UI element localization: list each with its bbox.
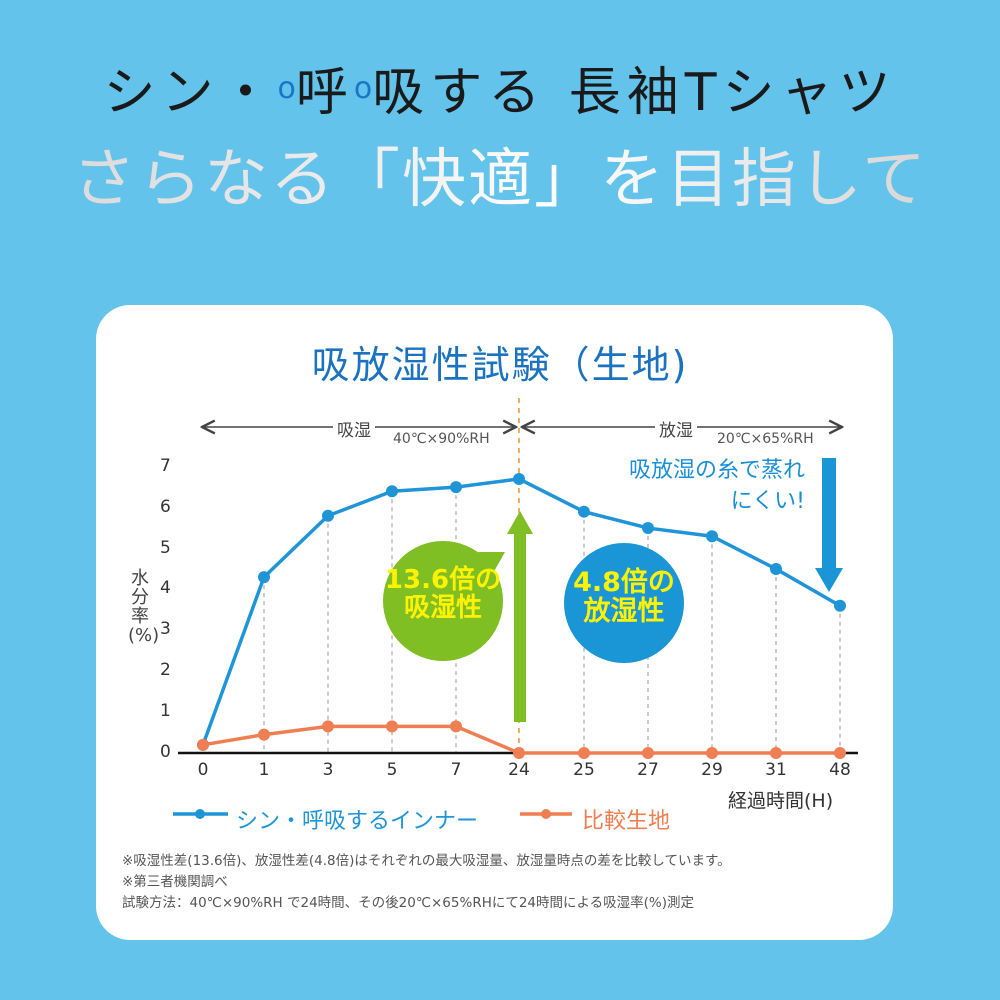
- page-subtitle: さらなる「快適」を目指して: [0, 128, 1000, 220]
- footnote: 試験方法：40℃×90%RH で24時間、その後20℃×65%RHにて24時間に…: [122, 895, 694, 911]
- callout-line: にくい!: [730, 488, 805, 514]
- callout-line: 吸放湿の糸で蒸れ: [628, 458, 805, 483]
- legend-label-inner: シン・呼吸するインナー: [236, 809, 479, 834]
- title-part: 呼: [295, 63, 354, 123]
- absorb-bubble-tail: [478, 552, 505, 575]
- x-tick-label: 27: [637, 760, 659, 780]
- absorb-bubble-shape: [383, 541, 503, 661]
- y-tick-label: 6: [160, 496, 171, 517]
- title-part: シン・: [103, 63, 278, 123]
- chart-title: 吸放湿性試験（生地): [311, 343, 689, 387]
- gridlines: [263, 487, 841, 753]
- x-tick-label: 29: [701, 760, 723, 780]
- x-tick-label: 5: [386, 760, 398, 780]
- x-tick-label: 48: [829, 760, 851, 780]
- x-tick-label: 31: [765, 760, 787, 780]
- x-tick-label: 0: [197, 760, 209, 780]
- x-tick-label: 24: [508, 760, 530, 780]
- title-accent-o: o: [353, 71, 373, 106]
- data-points: [197, 472, 846, 759]
- y-tick-label: 1: [160, 701, 171, 722]
- y-tick-label: 7: [160, 455, 171, 476]
- y-tick-label: 2: [160, 660, 171, 681]
- footnote: ※第三者機関調べ: [122, 874, 228, 890]
- callout-text: 吸放湿の糸で蒸れ にくい!: [560, 456, 805, 518]
- footnote: ※吸湿性差(13.6倍)、放湿性差(4.8倍)はそれぞれの最大吸湿量、放湿量時点…: [122, 853, 731, 869]
- y-tick-label: 3: [160, 619, 171, 640]
- title-part: 吸する 長袖Tシャツ: [372, 63, 897, 123]
- bubble-line: 13.6倍の: [384, 565, 502, 595]
- release-bubble: 4.8倍の 放湿性: [564, 568, 684, 626]
- absorb-bubble: 13.6倍の 吸湿性: [383, 566, 503, 622]
- x-tick-label: 7: [450, 760, 462, 780]
- x-tick-label: 25: [573, 760, 595, 780]
- page-title: シン・o呼o吸する 長袖Tシャツ: [0, 50, 1000, 125]
- title-accent-o: o: [277, 71, 296, 106]
- phase-label-absorb: 吸湿: [333, 416, 375, 441]
- phase-condition-absorb: 40℃×90%RH: [393, 431, 490, 447]
- y-axis-label: 水分率(%): [128, 568, 160, 646]
- legend-label-compare: 比較生地: [582, 809, 671, 834]
- legend-marker-compare: [520, 809, 572, 819]
- release-down-arrow: [815, 458, 843, 592]
- bubble-line: 4.8倍の: [573, 567, 675, 598]
- legend-marker-inner: [173, 809, 228, 819]
- bubble-line: 吸湿性: [403, 593, 482, 624]
- release-bubble-shape: [564, 543, 684, 663]
- y-tick-label: 5: [160, 537, 171, 558]
- phase-label-release: 放湿: [655, 416, 697, 441]
- x-tick-label: 1: [258, 760, 270, 780]
- bubble-line: 放湿性: [583, 596, 665, 628]
- y-tick-label: 4: [160, 578, 171, 599]
- phase-condition-release: 20℃×65%RH: [717, 431, 814, 447]
- x-tick-label: 3: [322, 760, 334, 780]
- y-tick-label: 0: [160, 742, 171, 762]
- absorb-up-arrow: [507, 511, 533, 722]
- x-axis-label: 経過時間(H): [728, 790, 834, 812]
